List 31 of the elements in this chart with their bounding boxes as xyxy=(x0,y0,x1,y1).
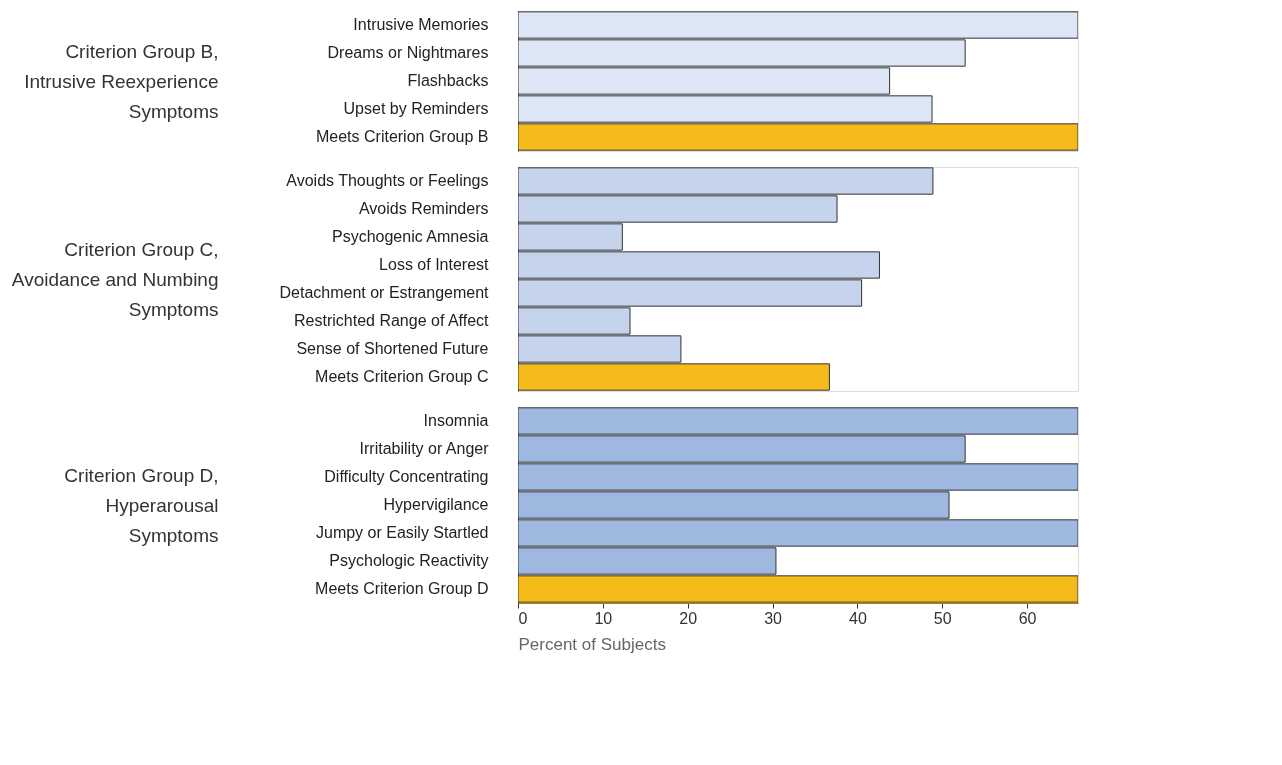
y-tick-label: Meets Criterion Group D xyxy=(315,580,489,597)
y-tick-label: Dreams or Nightmares xyxy=(327,44,489,61)
y-axis-title: Criterion Group C, Avoidance and Numbing Symptoms xyxy=(11,238,219,320)
y-tick-label: Irritability or Anger xyxy=(359,440,490,457)
y-axis-title: Criterion Group D, Hyperarousal Symptoms xyxy=(64,464,219,546)
y-tick-label: Psychologic Reactivity xyxy=(329,552,489,569)
y-tick-label: Meets Criterion Group C xyxy=(315,368,489,385)
y-tick-label: Difficulty Concentrating xyxy=(324,468,489,485)
y-tick-label: Flashbacks xyxy=(407,72,489,89)
y-tick-label: Detachment or Estrangement xyxy=(279,284,490,301)
x-tick-label: 40 xyxy=(849,609,867,627)
x-tick-label: 60 xyxy=(1018,609,1037,627)
y-tick-label: Loss of Interest xyxy=(379,256,490,273)
x-tick-label: 0 xyxy=(518,609,528,627)
y-tick-label: Hypervigilance xyxy=(383,496,489,513)
y-tick-label: Meets Criterion Group B xyxy=(315,128,489,145)
y-tick-label: Psychogenic Amnesia xyxy=(331,228,489,245)
y-axis-title: Criterion Group B, Intrusive Reexperience Symptoms xyxy=(24,40,219,122)
x-tick-label: 50 xyxy=(933,609,952,627)
x-tick-label: 30 xyxy=(764,609,783,627)
y-tick-label: Restrichted Range of Affect xyxy=(294,312,490,329)
y-tick-label: Intrusive Memories xyxy=(353,16,489,33)
x-axis-title: Percent of Subjects xyxy=(518,634,666,654)
y-tick-label: Sense of Shortened Future xyxy=(296,340,489,357)
x-tick-label: 10 xyxy=(594,609,613,627)
y-tick-label: Avoids Thoughts or Feelings xyxy=(286,172,489,189)
y-tick-label: Insomnia xyxy=(423,412,489,429)
x-tick-label: 20 xyxy=(679,609,698,627)
y-tick-label: Avoids Reminders xyxy=(358,200,489,217)
y-tick-label: Upset by Reminders xyxy=(343,100,489,117)
y-tick-label: Jumpy or Easily Startled xyxy=(315,524,489,541)
